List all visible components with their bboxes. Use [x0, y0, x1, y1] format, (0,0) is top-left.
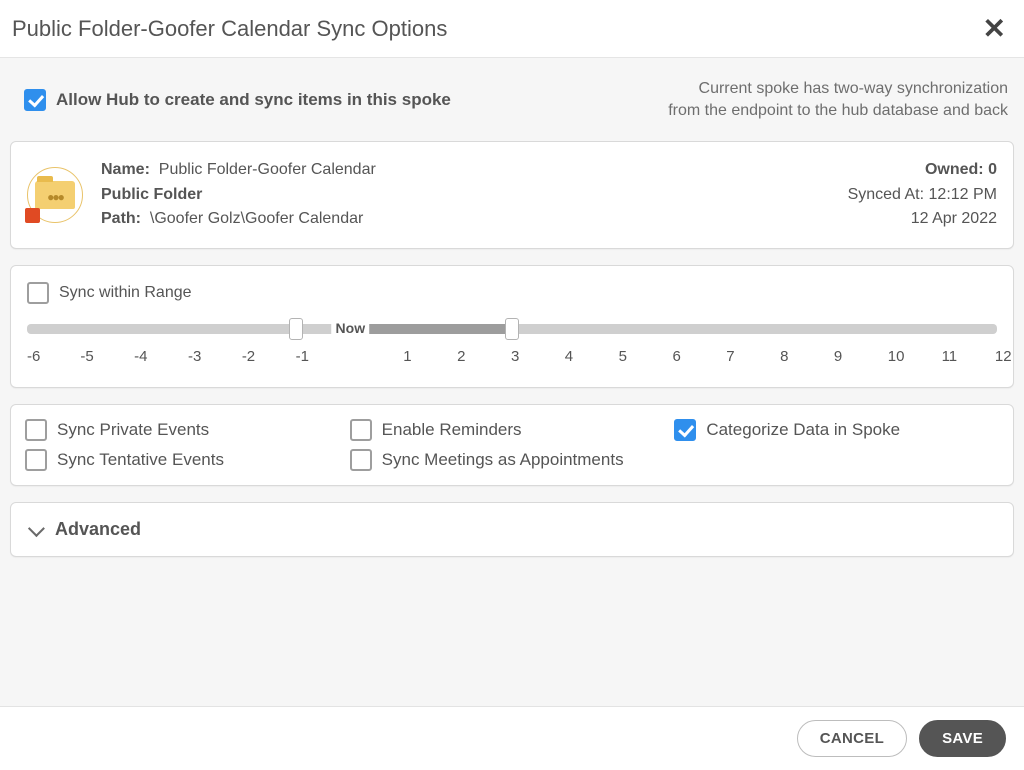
slider-ticks: -6-5-4-3-2-1123456789101112 [27, 348, 997, 365]
range-slider[interactable]: Now -6-5-4-3-2-1123456789101112 [27, 324, 997, 365]
slider-fill [350, 324, 512, 334]
dialog-footer: CANCEL SAVE [0, 706, 1024, 770]
slider-tick: 10 [888, 348, 889, 365]
option-checkbox[interactable]: Sync Private Events [25, 419, 350, 441]
name-value: Public Folder-Goofer Calendar [159, 161, 376, 178]
slider-tick: 12 [995, 348, 996, 365]
checkbox-icon [25, 449, 47, 471]
spoke-info-left: ●●● Name: Public Folder-Goofer Calendar … [27, 158, 376, 232]
advanced-toggle[interactable]: Advanced [10, 502, 1014, 557]
slider-tick: -3 [188, 348, 189, 365]
sync-desc-line2: from the endpoint to the hub database an… [668, 100, 1008, 122]
slider-tick: 9 [834, 348, 835, 365]
public-folder-icon: ●●● [27, 167, 83, 223]
checkbox-icon [27, 282, 49, 304]
sync-description: Current spoke has two-way synchronizatio… [668, 78, 1008, 123]
checkbox-icon [674, 419, 696, 441]
option-label: Categorize Data in Spoke [706, 420, 900, 440]
option-checkbox[interactable]: Sync Meetings as Appointments [350, 449, 675, 471]
spoke-info-card: ●●● Name: Public Folder-Goofer Calendar … [10, 141, 1014, 249]
synced-label: Synced At: [848, 186, 925, 203]
option-checkbox[interactable]: Sync Tentative Events [25, 449, 350, 471]
slider-tick: -1 [296, 348, 297, 365]
chevron-down-icon [28, 520, 45, 537]
sync-desc-line1: Current spoke has two-way synchronizatio… [668, 78, 1008, 100]
synced-time: 12:12 PM [929, 186, 997, 203]
option-label: Enable Reminders [382, 420, 522, 440]
sync-range-checkbox[interactable]: Sync within Range [27, 282, 997, 304]
option-label: Sync Tentative Events [57, 450, 224, 470]
slider-tick: 11 [942, 348, 943, 365]
slider-tick: 7 [726, 348, 727, 365]
owned-label: Owned: [925, 161, 984, 178]
slider-tick: 1 [403, 348, 404, 365]
option-checkbox[interactable]: Enable Reminders [350, 419, 675, 441]
sync-range-card: Sync within Range Now -6-5-4-3-2-1123456… [10, 265, 1014, 388]
slider-tick: 2 [457, 348, 458, 365]
option-label: Sync Private Events [57, 420, 209, 440]
allow-hub-checkbox[interactable]: Allow Hub to create and sync items in th… [24, 89, 451, 111]
slider-handle-left[interactable] [289, 318, 303, 340]
slider-tick: 8 [780, 348, 781, 365]
slider-tick [349, 348, 350, 365]
checkbox-icon [25, 419, 47, 441]
spoke-info-right: Owned: 0 Synced At: 12:12 PM 12 Apr 2022 [848, 158, 997, 232]
checkbox-icon [24, 89, 46, 111]
options-card: Sync Private Events Enable Reminders Categ… [10, 404, 1014, 486]
slider-tick: 6 [672, 348, 673, 365]
name-label: Name: [101, 161, 150, 178]
slider-tick: -5 [80, 348, 81, 365]
sync-range-label: Sync within Range [59, 284, 192, 302]
dialog-title: Public Folder-Goofer Calendar Sync Optio… [12, 16, 447, 42]
now-label: Now [332, 320, 370, 336]
option-label: Sync Meetings as Appointments [382, 450, 624, 470]
slider-tick: -6 [27, 348, 28, 365]
checkbox-icon [350, 449, 372, 471]
top-strip: Allow Hub to create and sync items in th… [0, 58, 1024, 141]
save-button[interactable]: SAVE [919, 720, 1006, 757]
slider-tick: -4 [134, 348, 135, 365]
slider-handle-right[interactable] [505, 318, 519, 340]
cancel-button[interactable]: CANCEL [797, 720, 907, 757]
slider-tick: 5 [619, 348, 620, 365]
close-icon[interactable]: ✕ [977, 15, 1012, 43]
owned-value: 0 [988, 161, 997, 178]
advanced-label: Advanced [55, 519, 141, 540]
option-checkbox[interactable]: Categorize Data in Spoke [674, 419, 999, 441]
path-value: \Goofer Golz\Goofer Calendar [150, 210, 363, 227]
allow-hub-label: Allow Hub to create and sync items in th… [56, 90, 451, 110]
synced-date: 12 Apr 2022 [848, 207, 997, 232]
type-value: Public Folder [101, 186, 202, 203]
slider-tick: -2 [242, 348, 243, 365]
slider-tick: 3 [511, 348, 512, 365]
spoke-info-lines: Name: Public Folder-Goofer Calendar Publ… [101, 158, 376, 232]
slider-tick: 4 [565, 348, 566, 365]
dialog-header: Public Folder-Goofer Calendar Sync Optio… [0, 0, 1024, 58]
path-label: Path: [101, 210, 141, 227]
checkbox-icon [350, 419, 372, 441]
